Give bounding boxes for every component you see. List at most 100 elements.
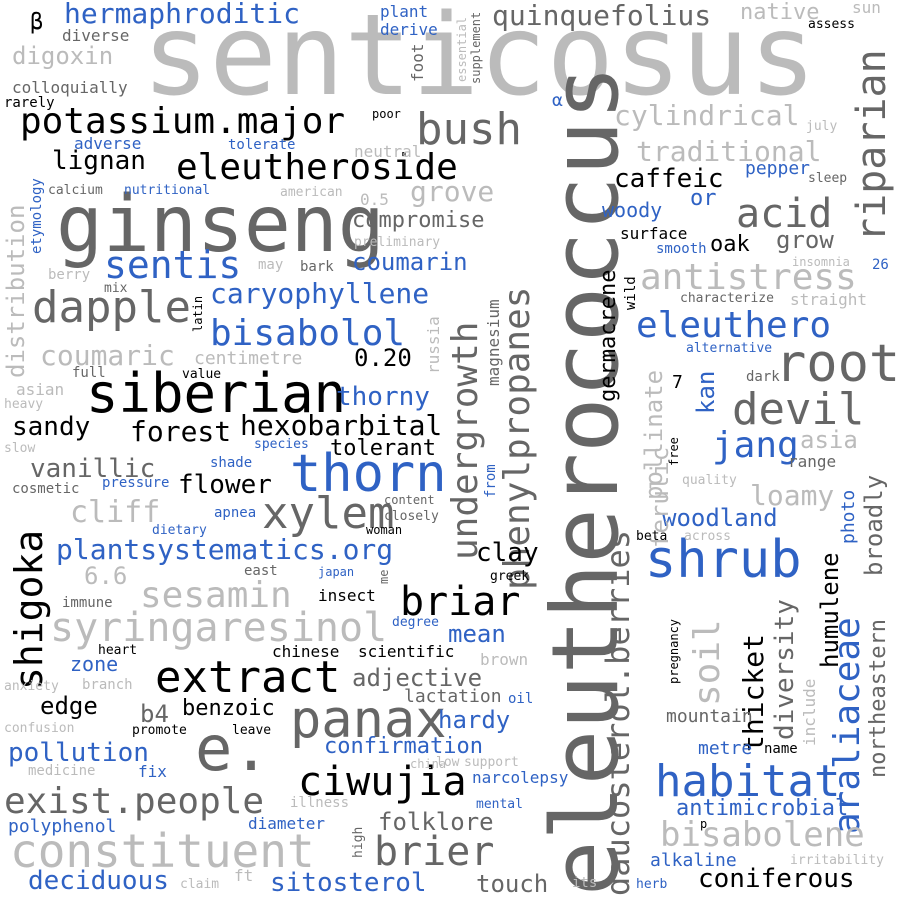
- word-caryophyllene: caryophyllene: [210, 277, 430, 310]
- word-thorny: thorny: [336, 382, 430, 412]
- word-insomnia: insomnia: [792, 255, 850, 269]
- word-photo: photo: [838, 489, 859, 544]
- word-mix: mix: [104, 281, 128, 296]
- word-east: east: [244, 563, 278, 579]
- word-russia: russia: [424, 316, 443, 374]
- word-edge: edge: [40, 692, 98, 720]
- word-bisabolene: bisabolene: [660, 815, 865, 855]
- word-sitosterol: sitosterol: [270, 868, 427, 898]
- word-its: its: [572, 875, 598, 891]
- word-6-6: 6.6: [84, 562, 128, 590]
- word-poor: poor: [372, 107, 401, 121]
- word-native: native: [740, 0, 820, 25]
- word-clay: clay: [476, 538, 539, 568]
- word-berry: berry: [48, 267, 91, 283]
- word-sentis: sentis: [104, 243, 242, 287]
- word-antimicrobial: antimicrobial: [676, 796, 849, 821]
- word-alpha-symbol: α: [552, 90, 563, 111]
- word-syringaresinol: syringaresinol: [50, 605, 388, 651]
- word-lactation: lactation: [404, 686, 502, 707]
- word-loamy: loamy: [750, 479, 835, 512]
- word-ft: ft: [234, 866, 254, 885]
- word-insect: insect: [318, 586, 376, 605]
- word-exist-people: exist.people: [4, 781, 265, 822]
- word-p: p: [700, 817, 708, 831]
- word-diameter: diameter: [248, 814, 326, 833]
- word-shade: shade: [210, 455, 253, 471]
- word-quality: quality: [682, 473, 737, 488]
- word-ginseng: ginseng: [56, 180, 385, 270]
- word-preliminary: preliminary: [354, 235, 441, 250]
- word-hermaphroditic: hermaphroditic: [64, 0, 301, 30]
- word-from: from: [483, 464, 499, 498]
- word-cliff: cliff: [70, 495, 161, 530]
- word-characterize: characterize: [680, 291, 774, 306]
- word-chinese: chinese: [272, 642, 340, 661]
- word-quinquefolius: quinquefolius: [492, 0, 712, 32]
- word-thorn: thorn: [290, 444, 447, 504]
- word-medicine: medicine: [28, 763, 96, 779]
- word-plant: plant: [380, 2, 429, 21]
- word-herb: herb: [636, 877, 668, 892]
- word-brown: brown: [480, 650, 529, 669]
- word-value: value: [182, 367, 222, 382]
- word-mental: mental: [476, 797, 523, 812]
- word-assess: assess: [808, 17, 855, 32]
- word-sandy: sandy: [12, 412, 91, 442]
- word-riparian: riparian: [849, 49, 895, 242]
- word-briar: briar: [400, 579, 521, 625]
- word-scientific: scientific: [358, 642, 455, 661]
- word-japan: japan: [318, 565, 355, 579]
- word-coniferous: coniferous: [698, 864, 855, 894]
- word-plantsystematics: plantsystematics.org: [56, 533, 394, 566]
- word-grove: grove: [410, 175, 495, 208]
- word-bisabolol: bisabolol: [210, 313, 406, 354]
- word-forest: forest: [130, 415, 232, 448]
- word-humulene: humulene: [816, 552, 844, 668]
- word-closely: closely: [384, 509, 439, 524]
- word-dietary: dietary: [152, 523, 207, 538]
- word-asia: asia: [800, 426, 858, 454]
- word-alternative: alternative: [686, 341, 773, 356]
- word-b4: b4: [140, 700, 169, 728]
- word-folklore: folklore: [378, 808, 494, 836]
- word-lignan: lignan: [52, 146, 146, 176]
- word-etymology: etymology: [29, 178, 45, 254]
- word-cosmetic: cosmetic: [12, 481, 80, 497]
- word-american: american: [280, 185, 343, 200]
- word-ciwujia: ciwujia: [298, 759, 467, 805]
- word-hardy: hardy: [438, 706, 511, 734]
- word-compromise: compromise: [352, 208, 485, 233]
- word-promote: promote: [132, 723, 187, 738]
- word-high: high: [351, 826, 366, 858]
- word-low: low: [436, 755, 460, 770]
- word-claim: claim: [180, 877, 220, 892]
- word-include: include: [800, 678, 819, 746]
- word-traditional: traditional: [636, 135, 822, 168]
- word-pepper: pepper: [745, 158, 811, 179]
- word-greek: greek: [490, 569, 530, 584]
- word-centimetre: centimetre: [194, 348, 303, 369]
- word-tolerant: tolerant: [330, 436, 436, 461]
- word-flower: flower: [178, 470, 272, 500]
- word-vanillic: vanillic: [30, 454, 156, 484]
- word-soil: soil: [687, 619, 728, 706]
- word-irritability: irritability: [790, 853, 884, 868]
- word-constituent: constituent: [10, 824, 315, 878]
- word-coumaric: coumaric: [40, 339, 175, 372]
- word-sun: sun: [852, 0, 881, 17]
- word-asian: asian: [16, 380, 65, 399]
- word-alkaline: alkaline: [650, 850, 737, 871]
- word-diversity: diversity: [770, 599, 800, 740]
- word-pressure: pressure: [102, 475, 170, 491]
- word-surface: surface: [620, 224, 688, 243]
- word-degree: degree: [392, 615, 439, 630]
- word-26: 26: [872, 257, 889, 273]
- word-coumarin: coumarin: [352, 248, 468, 276]
- word-sleep: sleep: [808, 171, 848, 186]
- word-root: root: [775, 334, 900, 394]
- word-straight: straight: [790, 290, 868, 309]
- word-fix: fix: [138, 762, 167, 781]
- word-woman: woman: [366, 523, 403, 537]
- word-name: name: [764, 741, 798, 757]
